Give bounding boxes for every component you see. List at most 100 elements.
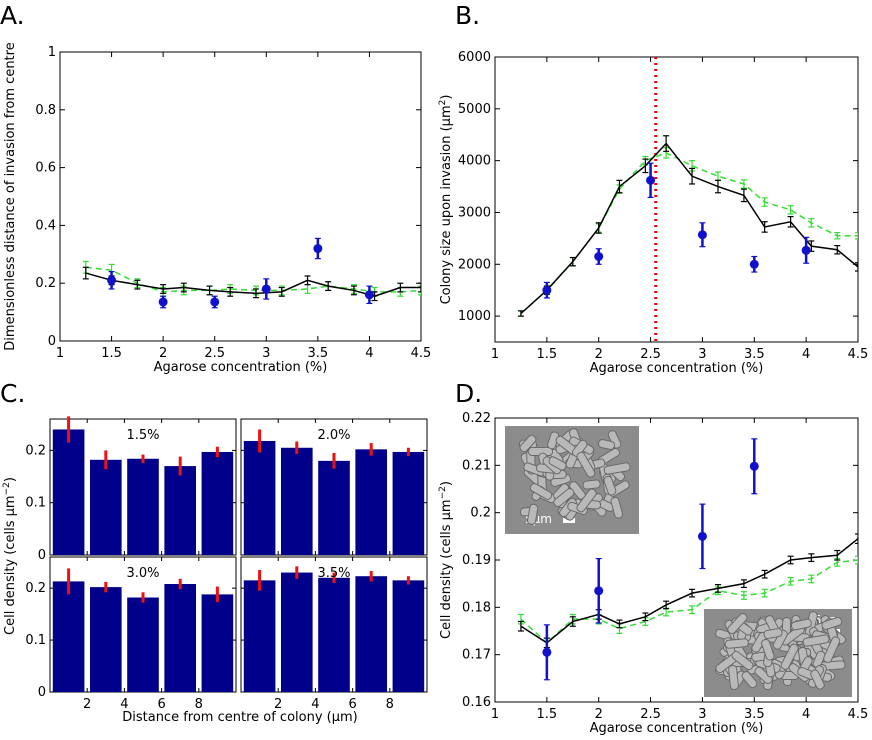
- y-axis-label: Colony size upon invasion (μm2): [438, 95, 454, 305]
- x-axis-label: Agarose concentration (%): [590, 721, 764, 736]
- x-tick-label: 2: [83, 697, 91, 712]
- bar: [164, 584, 197, 692]
- y-tick-label: 0.1: [25, 633, 46, 648]
- chart-c: 1.5%00.10.22.0%3.0%00.10.22 4 6 83.5%2 4 6 8Di…: [2, 416, 428, 725]
- y-tick-label: 0.2: [25, 581, 46, 596]
- x-tick-label: 1: [491, 347, 499, 362]
- bar-subplot: 2.0%: [240, 418, 428, 556]
- bar: [392, 580, 425, 692]
- bar: [355, 576, 388, 692]
- data-point: [542, 285, 552, 295]
- y-tick-label: 3000: [458, 205, 491, 220]
- bar-subplot: 3.0% 0 0.1 0.2 2 4 6 8: [25, 556, 237, 712]
- data-point: [107, 275, 117, 285]
- y-tick-label: 0.2: [35, 276, 56, 291]
- bar: [201, 594, 234, 692]
- bar: [89, 587, 122, 692]
- bar: [164, 466, 197, 555]
- bar: [89, 459, 122, 555]
- x-axis-label: Agarose concentration (%): [154, 360, 328, 375]
- bar: [392, 451, 425, 555]
- y-tick-label: 0.19: [462, 553, 491, 568]
- x-tick-label: 4.5: [411, 346, 432, 361]
- data-point: [364, 290, 374, 300]
- y-tick-label: 0.22: [462, 411, 491, 426]
- x-tick-label: 8: [386, 697, 394, 712]
- y-tick-label: 0.21: [462, 458, 491, 473]
- y-tick-label: 0.17: [462, 648, 491, 663]
- bar: [280, 572, 313, 692]
- y-tick-label: 0: [38, 685, 46, 700]
- y-axis-label: Cell density (cells μm−2): [2, 477, 18, 635]
- bar-subplot: 1.5% 0 0.1 0.2: [25, 416, 237, 563]
- bar: [52, 429, 85, 555]
- x-tick-label: 4: [365, 346, 373, 361]
- bar: [127, 597, 159, 692]
- x-tick-label: 2.5: [640, 707, 661, 722]
- data-point: [749, 259, 759, 269]
- y-tick-label: 0.6: [35, 161, 56, 176]
- micrograph-inset-top: 5μm: [505, 426, 639, 534]
- data-point: [313, 244, 323, 254]
- data-point: [749, 461, 759, 471]
- x-tick-label: 6: [348, 697, 356, 712]
- cell-rod: [597, 438, 616, 452]
- x-tick-label: 4: [120, 697, 128, 712]
- subplot-title: 1.5%: [126, 428, 159, 443]
- chart-a: 1 1.5 2 2.5 3 3.5 4 4.5 0 0.2 0.4 0.6 0.8 1 Agarose co…: [3, 42, 431, 375]
- x-tick-label: 2.5: [640, 347, 661, 362]
- series-line: [520, 152, 858, 315]
- data-point: [697, 230, 707, 240]
- data-point: [594, 252, 604, 261]
- y-tick-label: 0.2: [470, 506, 491, 521]
- micrograph-inset-bottom: 5μm: [704, 609, 852, 697]
- x-tick-label: 2: [274, 697, 282, 712]
- y-tick-label: 0: [48, 334, 56, 349]
- bar: [318, 577, 350, 692]
- y-tick-label: 0.2: [25, 443, 46, 458]
- bar: [318, 460, 350, 555]
- bar: [201, 451, 234, 555]
- x-tick-label: 3: [698, 347, 706, 362]
- cell-rod: [724, 637, 749, 649]
- x-tick-label: 4: [311, 697, 319, 712]
- x-tick-label: 8: [195, 697, 203, 712]
- data-point: [801, 245, 811, 255]
- x-tick-label: 1: [491, 707, 499, 722]
- plot-area: [517, 438, 858, 681]
- y-tick-label: 0.4: [35, 218, 56, 233]
- x-axis-label: Distance from centre of colony (μm): [122, 710, 358, 725]
- plot-area: [82, 237, 421, 309]
- y-tick-label: 4000: [458, 154, 491, 169]
- x-tick-label: 3: [262, 346, 270, 361]
- y-axis-label: Dimensionless distance of invasion from …: [3, 42, 18, 350]
- x-tick-label: 2: [159, 346, 167, 361]
- x-tick-label: 3.5: [308, 346, 329, 361]
- plot-frame: [494, 56, 859, 343]
- subplot-title: 2.0%: [317, 428, 350, 443]
- bar: [52, 581, 85, 692]
- data-point: [210, 297, 220, 307]
- y-tick-label: 0.18: [462, 600, 491, 615]
- data-point: [542, 647, 552, 657]
- panel-label-d: D.: [455, 379, 482, 408]
- bar: [127, 458, 159, 555]
- data-point: [261, 284, 271, 294]
- plot-area: [517, 57, 858, 342]
- cell-rod: [603, 461, 632, 476]
- x-tick-label: 4: [802, 707, 810, 722]
- panel-label-c: C.: [0, 379, 25, 408]
- y-tick-label: 0.8: [35, 103, 56, 118]
- x-tick-label: 1.5: [537, 707, 558, 722]
- data-point: [697, 531, 707, 541]
- bar: [243, 440, 276, 555]
- x-tick-label: 4: [802, 347, 810, 362]
- y-tick-label: 1: [48, 45, 56, 60]
- x-tick-label: 3.5: [744, 347, 765, 362]
- x-axis-label: Agarose concentration (%): [590, 361, 764, 376]
- bar: [243, 580, 276, 692]
- y-tick-label: 0.1: [25, 496, 46, 511]
- x-tick-label: 4.5: [848, 347, 869, 362]
- data-point: [594, 586, 604, 596]
